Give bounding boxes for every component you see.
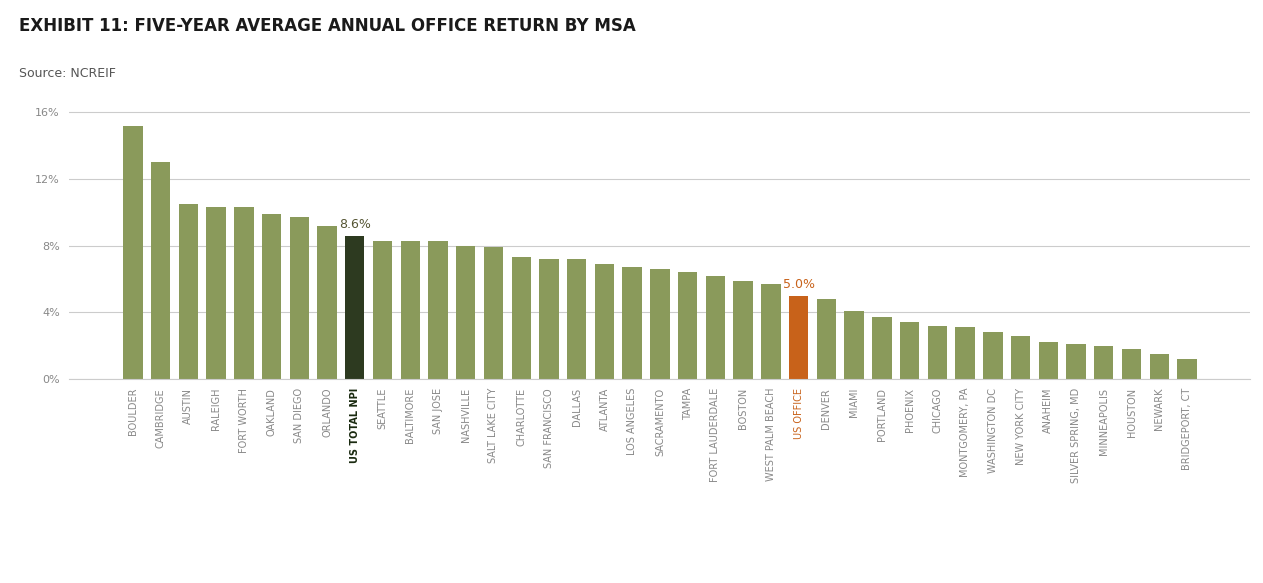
Text: 5.0%: 5.0% xyxy=(783,278,815,291)
Bar xyxy=(927,326,947,379)
Bar xyxy=(428,241,447,379)
Bar xyxy=(623,268,642,379)
Bar xyxy=(124,126,143,379)
Bar xyxy=(1066,344,1086,379)
Bar xyxy=(1010,336,1031,379)
Bar xyxy=(1177,359,1196,379)
Bar xyxy=(789,296,808,379)
Bar xyxy=(817,299,836,379)
Bar xyxy=(178,204,198,379)
Bar xyxy=(484,247,503,379)
Bar xyxy=(539,259,558,379)
Bar xyxy=(567,259,586,379)
Bar xyxy=(289,217,309,379)
Text: Source: NCREIF: Source: NCREIF xyxy=(19,67,116,80)
Bar xyxy=(734,280,753,379)
Bar xyxy=(373,241,393,379)
Bar xyxy=(512,257,530,379)
Bar xyxy=(955,327,975,379)
Bar xyxy=(317,226,337,379)
Bar xyxy=(1149,354,1170,379)
Text: 8.6%: 8.6% xyxy=(338,217,371,231)
Bar xyxy=(706,276,725,379)
Bar xyxy=(234,208,254,379)
Text: EXHIBIT 11: FIVE-YEAR AVERAGE ANNUAL OFFICE RETURN BY MSA: EXHIBIT 11: FIVE-YEAR AVERAGE ANNUAL OFF… xyxy=(19,17,635,36)
Bar xyxy=(762,284,781,379)
Bar xyxy=(845,311,864,379)
Bar xyxy=(983,332,1003,379)
Bar xyxy=(400,241,421,379)
Bar xyxy=(261,214,282,379)
Bar xyxy=(650,269,669,379)
Bar xyxy=(1038,342,1058,379)
Bar xyxy=(873,317,892,379)
Bar xyxy=(595,264,614,379)
Bar xyxy=(1094,346,1114,379)
Bar xyxy=(1122,349,1142,379)
Bar xyxy=(206,208,226,379)
Bar xyxy=(345,236,365,379)
Bar xyxy=(150,163,171,379)
Bar xyxy=(899,322,919,379)
Bar xyxy=(678,272,697,379)
Bar xyxy=(456,245,475,379)
